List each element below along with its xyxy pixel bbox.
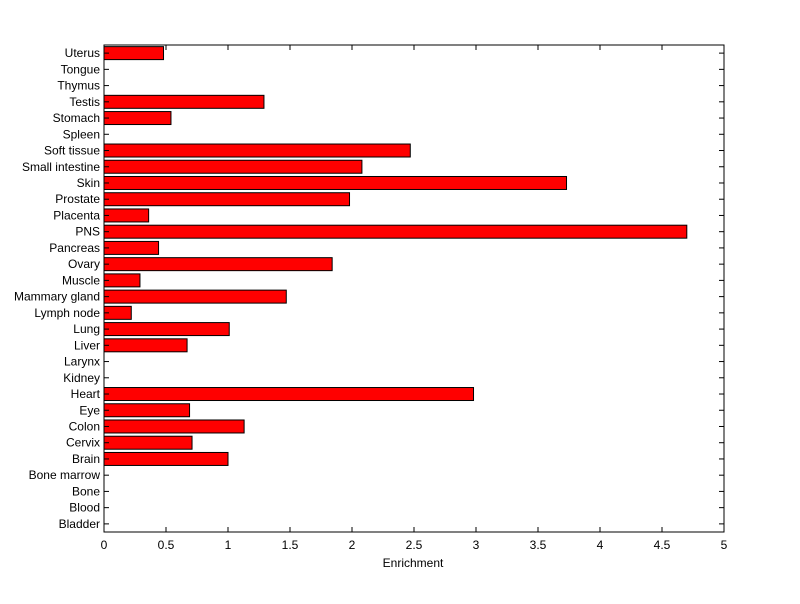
y-tick-label-bladder: Bladder	[59, 517, 100, 531]
bar-soft-tissue	[103, 143, 411, 158]
bar-stomach	[103, 111, 172, 126]
bar-lung	[103, 322, 230, 337]
y-tick-label-placenta: Placenta	[53, 208, 100, 222]
plot-background	[104, 45, 724, 532]
y-tick-label-skin: Skin	[77, 176, 100, 190]
y-tick-label-pancreas: Pancreas	[49, 241, 100, 255]
bar-pns	[103, 224, 688, 239]
bar-ovary	[103, 257, 333, 272]
y-tick-label-small-intestine: Small intestine	[22, 160, 100, 174]
y-tick-label-stomach: Stomach	[53, 111, 100, 125]
y-tick-label-larynx: Larynx	[64, 355, 100, 369]
y-tick-label-liver: Liver	[74, 338, 100, 352]
bar-pancreas	[103, 240, 160, 255]
bar-muscle	[103, 273, 141, 288]
y-tick-label-muscle: Muscle	[62, 273, 100, 287]
x-tick-label: 3.5	[530, 538, 547, 552]
x-tick-label: 3	[473, 538, 480, 552]
y-tick-label-kidney: Kidney	[63, 371, 100, 385]
x-tick-label: 5	[721, 538, 728, 552]
bar-small-intestine	[103, 159, 363, 174]
bar-placenta	[103, 208, 150, 223]
x-tick-label: 2	[349, 538, 356, 552]
y-tick-label-tongue: Tongue	[61, 62, 101, 76]
bar-cervix	[103, 435, 193, 450]
y-tick-label-lymph-node: Lymph node	[34, 306, 100, 320]
y-tick-label-spleen: Spleen	[63, 127, 100, 141]
y-tick-label-uterus: Uterus	[65, 46, 100, 60]
y-tick-label-cervix: Cervix	[66, 436, 100, 450]
y-tick-label-mammary-gland: Mammary gland	[14, 290, 100, 304]
y-tick-label-testis: Testis	[69, 95, 100, 109]
y-tick-label-ovary: Ovary	[68, 257, 100, 271]
x-tick-label: 2.5	[406, 538, 423, 552]
y-tick-label-prostate: Prostate	[55, 192, 100, 206]
bar-eye	[103, 403, 191, 418]
x-tick-label: 1	[225, 538, 232, 552]
x-tick-label: 0.5	[158, 538, 175, 552]
y-tick-label-soft-tissue: Soft tissue	[44, 144, 100, 158]
x-tick-label: 4	[597, 538, 604, 552]
y-tick-label-blood: Blood	[69, 501, 100, 515]
plot-frame	[103, 44, 725, 533]
bar-uterus	[103, 46, 165, 61]
bar-mammary-gland	[103, 289, 287, 304]
bar-skin	[103, 175, 568, 190]
y-tick-label-bone-marrow: Bone marrow	[29, 468, 101, 482]
x-axis-label: Enrichment	[383, 556, 444, 570]
x-tick-label: 4.5	[654, 538, 671, 552]
y-tick-label-thymus: Thymus	[57, 79, 100, 93]
y-tick-label-pns: PNS	[75, 225, 100, 239]
y-tick-label-heart: Heart	[71, 387, 101, 401]
y-tick-label-brain: Brain	[72, 452, 100, 466]
y-tick-label-colon: Colon	[69, 419, 100, 433]
y-tick-label-eye: Eye	[79, 403, 100, 417]
bar-prostate	[103, 192, 351, 207]
bar-testis	[103, 94, 265, 109]
bar-heart	[103, 387, 475, 402]
x-tick-label: 0	[101, 538, 108, 552]
y-tick-label-lung: Lung	[73, 322, 100, 336]
bar-liver	[103, 338, 188, 353]
bar-colon	[103, 419, 245, 434]
x-tick-label: 1.5	[282, 538, 299, 552]
bar-brain	[103, 451, 229, 466]
y-tick-label-bone: Bone	[72, 484, 100, 498]
